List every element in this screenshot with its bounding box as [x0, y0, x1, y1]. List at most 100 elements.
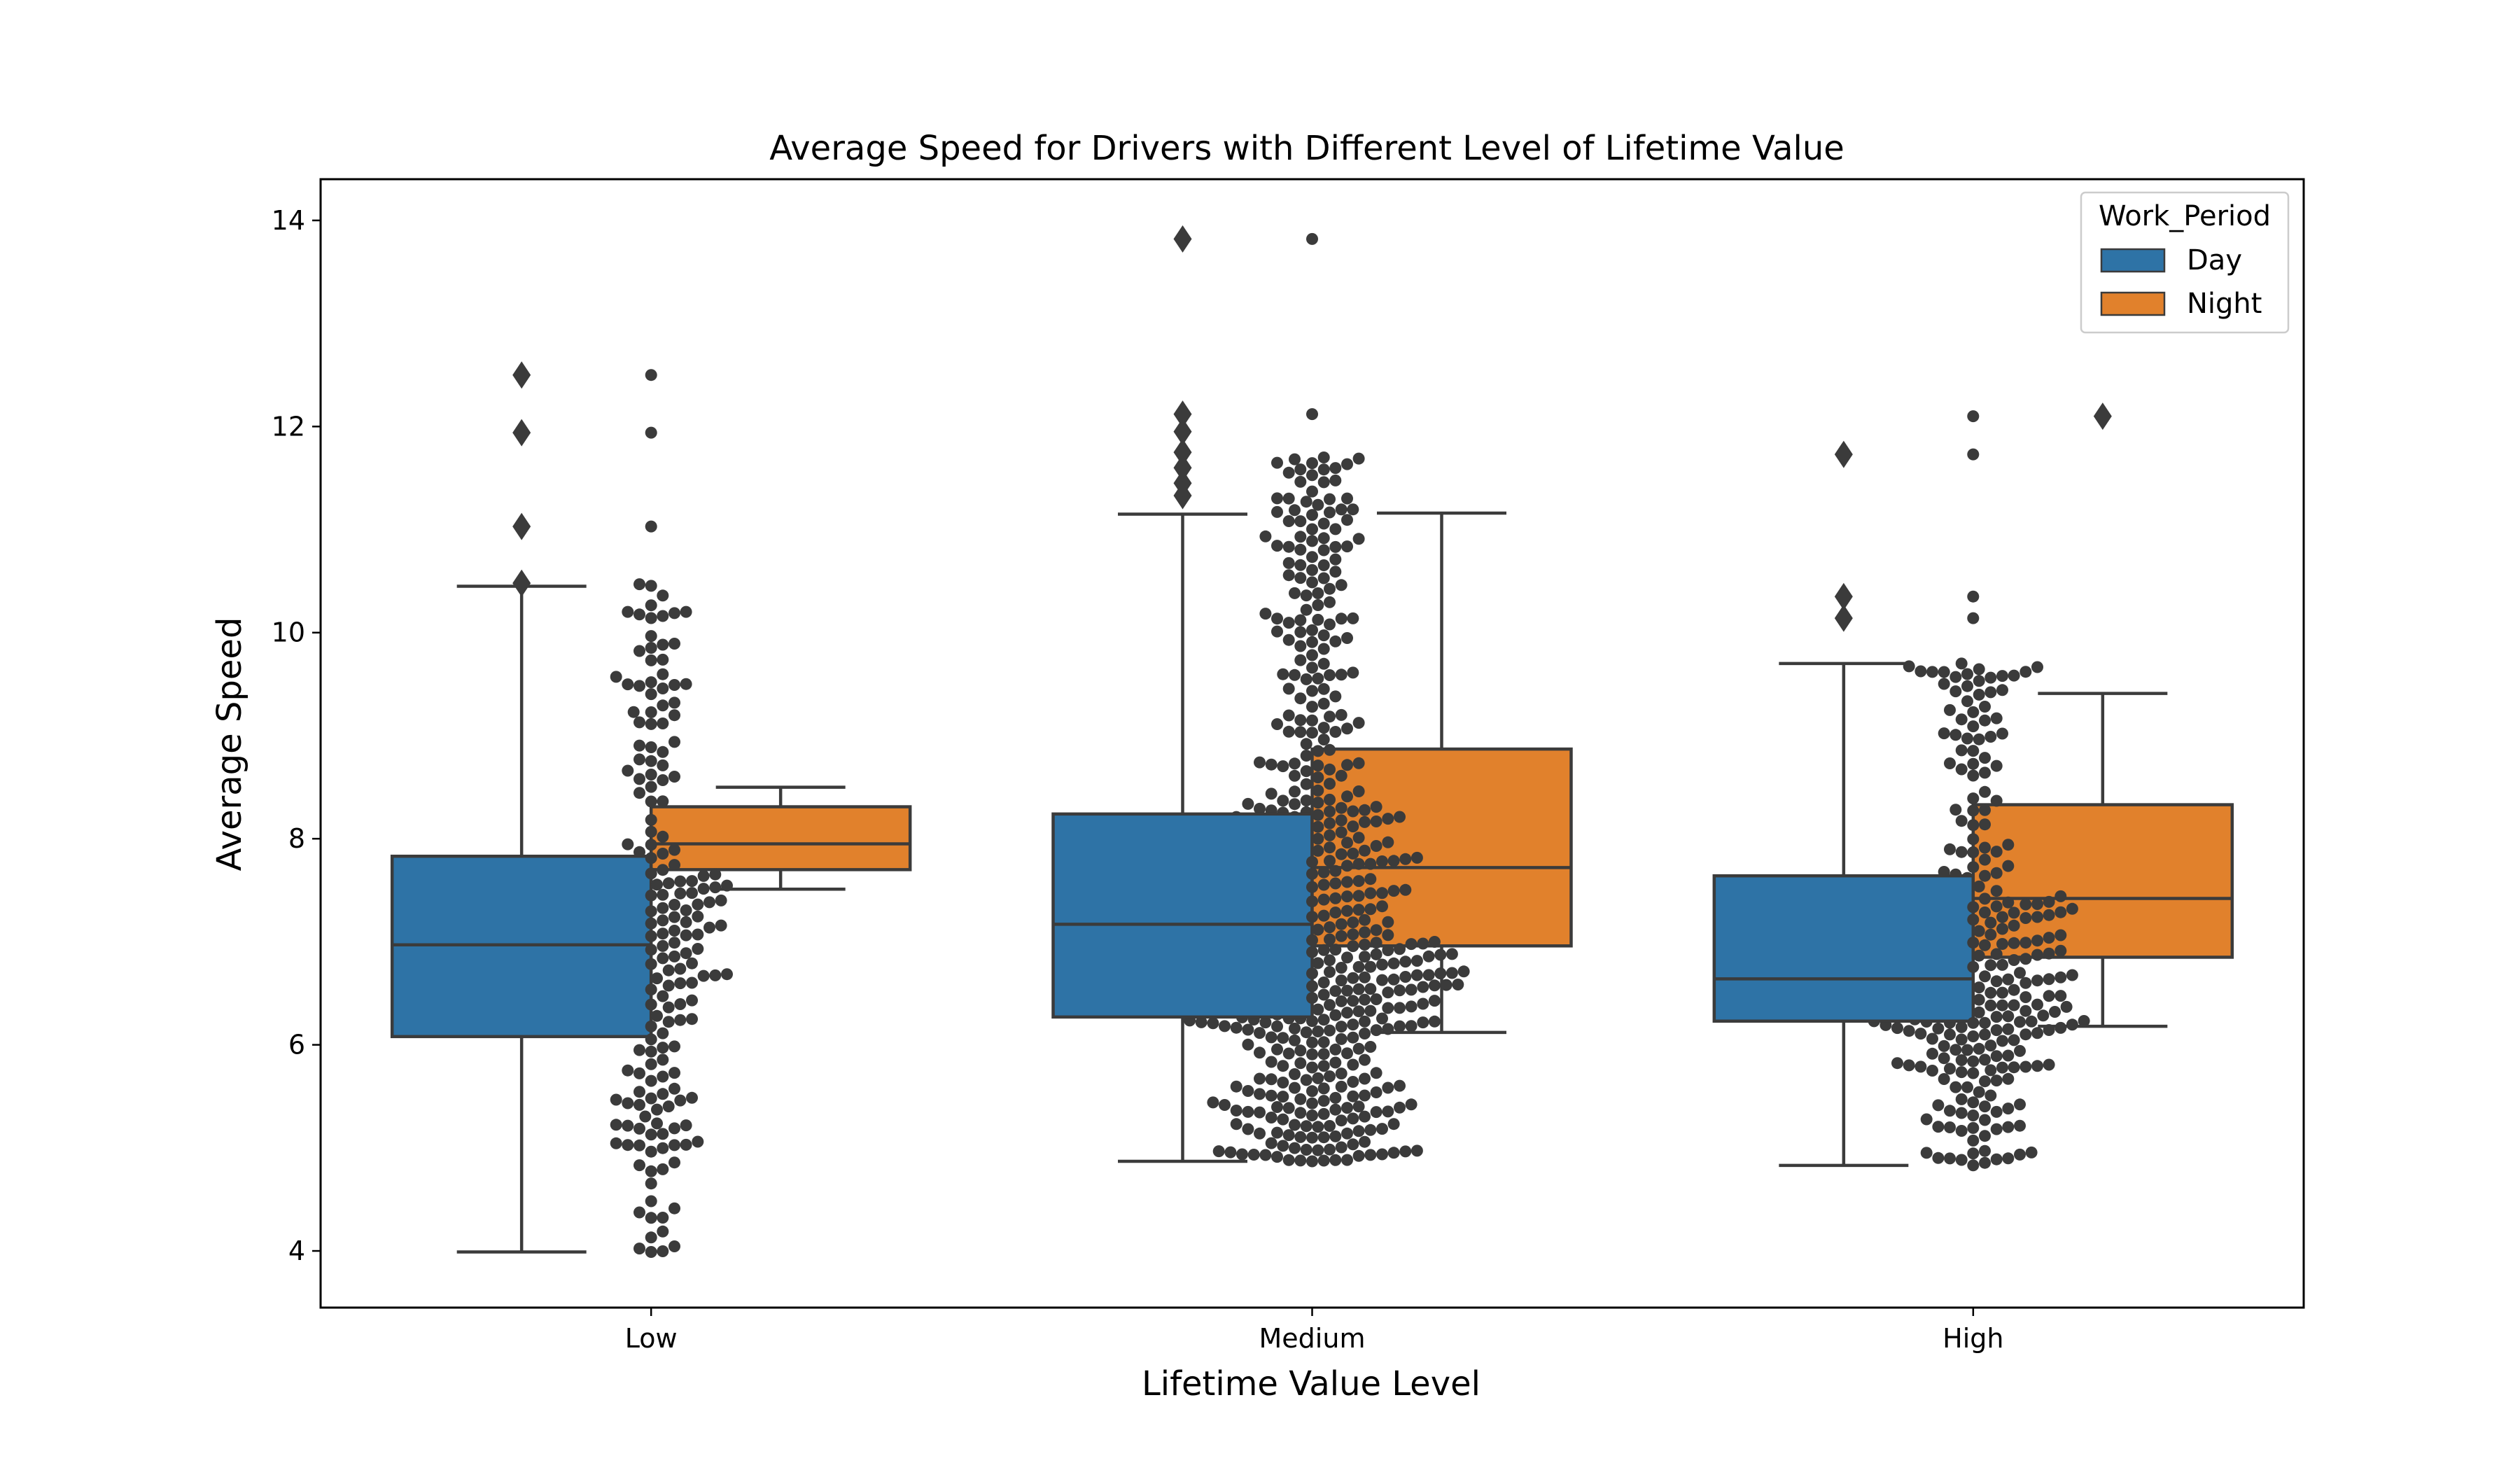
swarm-point: [1399, 883, 1412, 896]
swarm-point: [1990, 948, 2003, 960]
swarm-point: [2031, 1060, 2043, 1072]
swarm-point: [1926, 1065, 1938, 1077]
swarm-point: [1254, 802, 1266, 815]
swarm-point: [1387, 957, 1400, 969]
swarm-point: [1271, 1126, 1283, 1139]
swarm-point: [1955, 763, 1968, 776]
swarm-point: [2054, 890, 2067, 902]
swarm-point: [645, 917, 657, 930]
swarm-point: [1347, 1090, 1359, 1102]
swarm-point: [1422, 969, 1435, 981]
swarm-point: [1990, 975, 2003, 988]
swarm-point: [622, 1097, 634, 1110]
swarm-point: [1990, 885, 2003, 897]
swarm-point: [1352, 452, 1365, 465]
swarm-point: [1452, 979, 1464, 990]
swarm-point: [668, 859, 680, 872]
box-night-low: [649, 805, 912, 872]
swarm-point: [2019, 1060, 2032, 1073]
swarm-point: [1990, 1074, 2003, 1087]
swarm-point: [1317, 559, 1330, 571]
swarm-point: [657, 914, 669, 927]
swarm-point: [1352, 1125, 1365, 1138]
swarm-point: [1329, 523, 1342, 536]
swarm-point: [1359, 939, 1371, 951]
swarm-point: [651, 972, 663, 985]
swarm-point: [1370, 840, 1382, 852]
swarm-point: [1242, 1123, 1254, 1135]
swarm-point: [1317, 1154, 1330, 1167]
swarm-point: [2019, 953, 2032, 965]
swarm-point: [1938, 1040, 1950, 1052]
swarm-point: [715, 919, 727, 932]
swarm-point: [1990, 1153, 2003, 1166]
swarm-point: [1440, 979, 1452, 991]
swarm-point: [1364, 903, 1377, 916]
swarm-point: [1996, 1035, 2008, 1047]
swarm-point: [1938, 678, 1950, 690]
swarm-point: [1294, 1044, 1307, 1057]
swarm-point: [1306, 980, 1318, 993]
swarm-point: [2008, 669, 2020, 682]
swarm-point: [1294, 1057, 1307, 1070]
swarm-point: [645, 813, 657, 826]
swarm-point: [657, 902, 669, 914]
swarm-point: [2008, 906, 2020, 919]
swarm-point: [1382, 836, 1394, 848]
swarm-point: [1405, 938, 1418, 951]
swarm-point: [1961, 1044, 1973, 1056]
swarm-point: [645, 741, 657, 753]
swarm-point: [1289, 757, 1301, 770]
swarm-point: [1317, 544, 1330, 556]
swarm-point: [1230, 1080, 1242, 1093]
swarm-point: [1312, 808, 1324, 821]
outlier-day-high: [1834, 582, 1853, 610]
swarm-point: [1382, 986, 1394, 999]
swarm-point: [1359, 1089, 1371, 1102]
swarm-point: [1961, 668, 1973, 680]
swarm-point: [634, 773, 645, 785]
swarm-point: [1359, 1028, 1371, 1040]
swarm-point: [645, 795, 657, 808]
swarm-point: [1306, 1015, 1318, 1028]
swarm-point: [1955, 657, 1968, 670]
swarm-point: [622, 764, 634, 777]
swarm-point: [1306, 1048, 1318, 1060]
swarm-point: [1271, 1101, 1283, 1113]
swarm-point: [1329, 944, 1342, 956]
swarm-point: [1990, 794, 2003, 807]
swarm-point: [645, 1074, 657, 1087]
swarm-point: [1979, 1130, 1991, 1142]
swarm-point: [2043, 947, 2055, 960]
swarm-point: [1271, 505, 1283, 518]
swarm-point: [1967, 846, 1980, 859]
swarm-point: [1979, 853, 1991, 866]
swarm-point: [1329, 864, 1342, 877]
swarm-point: [1359, 1135, 1371, 1148]
swarm-point: [1324, 778, 1336, 790]
swarm-point: [1242, 1105, 1254, 1118]
swarm-point: [668, 1156, 680, 1169]
swarm-point: [2043, 932, 2055, 944]
swarm-point: [1317, 1048, 1330, 1060]
swarm-point: [1932, 1152, 1945, 1164]
swarm-point: [1996, 999, 2008, 1011]
swarm-point: [1312, 760, 1324, 772]
swarm-point: [2002, 1072, 2015, 1085]
swarm-point: [1428, 995, 1441, 1007]
swarm-point: [662, 1001, 675, 1014]
swarm-point: [1382, 929, 1394, 941]
swarm-point: [1294, 559, 1307, 571]
swarm-point: [1277, 1060, 1289, 1072]
box-night-high: [1971, 803, 2234, 959]
swarm-point: [1979, 785, 1991, 798]
swarm-point: [1289, 1022, 1301, 1035]
swarm-point: [2014, 1148, 2026, 1161]
swarm-point: [1329, 1043, 1342, 1056]
swarm-point: [1341, 1007, 1353, 1019]
swarm-point: [692, 1135, 704, 1148]
swarm-point: [1236, 1148, 1248, 1161]
swarm-point: [674, 1014, 687, 1026]
swarm-point: [1352, 1149, 1365, 1162]
swarm-point: [1306, 232, 1318, 245]
